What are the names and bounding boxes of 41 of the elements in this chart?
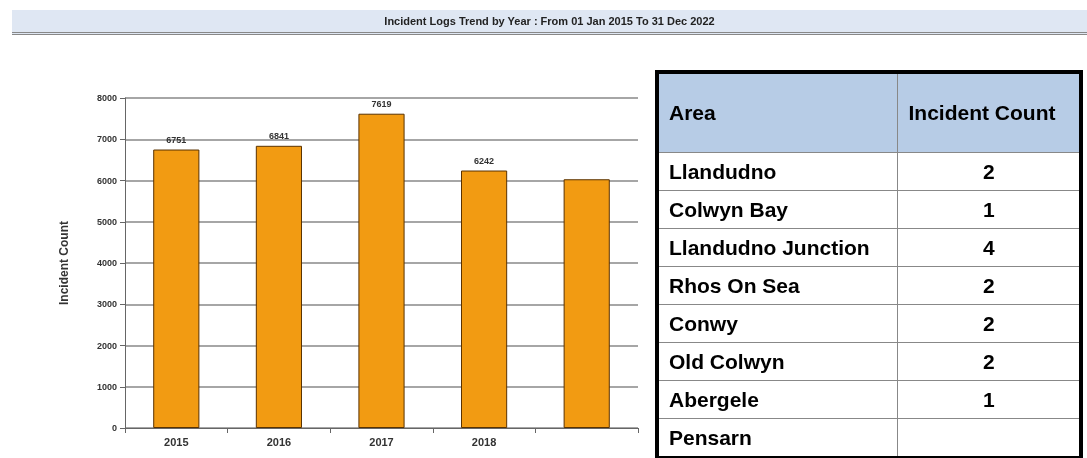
- y-axis-title: Incident Count: [57, 221, 71, 305]
- text: 2: [982, 159, 995, 183]
- y-tick-label: 1000: [96, 381, 117, 392]
- y-tick-label: 4000: [96, 258, 117, 268]
- bar: [461, 170, 508, 428]
- chart-title: Incident Logs Trend by Year : From 01 Jan 2015 To 31 Dec 2022: [12, 10, 1087, 35]
- text: Area: [657, 72, 898, 153]
- text: 1: [982, 197, 995, 221]
- category-label: Llandudno: [657, 152, 898, 191]
- data-label: 6751: [166, 135, 187, 146]
- text: 2: [982, 311, 995, 335]
- y-tick-label: 8000: [96, 93, 117, 103]
- category-label: Conwy: [657, 304, 898, 343]
- bar: [153, 149, 200, 428]
- text: 2: [982, 273, 995, 297]
- y-tick-label: 2000: [96, 340, 117, 351]
- text: 2: [982, 349, 995, 373]
- bar: [255, 145, 302, 428]
- category-label: Old Colwyn: [657, 342, 898, 381]
- x-tick-label: 2018: [471, 435, 497, 448]
- text: Incident Count: [897, 72, 1081, 153]
- data-label: 7619: [371, 99, 392, 110]
- category-label: Llandudno Junction: [657, 228, 898, 267]
- y-tick-label: 3000: [96, 299, 117, 310]
- category-label: Pensarn: [657, 418, 898, 458]
- text: 4: [982, 235, 995, 259]
- text: 1: [982, 387, 995, 411]
- y-tick-label: 0: [111, 423, 117, 433]
- x-tick-label: 2016: [266, 435, 292, 448]
- category-label: Rhos On Sea: [657, 266, 898, 305]
- y-tick-label: 7000: [96, 134, 117, 145]
- category-label: Abergele: [657, 380, 898, 419]
- x-tick-label: 2015: [164, 435, 189, 448]
- y-tick-label: 6000: [96, 175, 117, 186]
- y-tick-label: 5000: [96, 216, 117, 227]
- data-label: 6242: [474, 156, 495, 167]
- x-tick-label: 2017: [369, 435, 394, 448]
- data-label: 6841: [268, 131, 289, 142]
- bar: [563, 179, 610, 428]
- bar: [358, 113, 405, 428]
- category-label: Colwyn Bay: [657, 190, 898, 229]
